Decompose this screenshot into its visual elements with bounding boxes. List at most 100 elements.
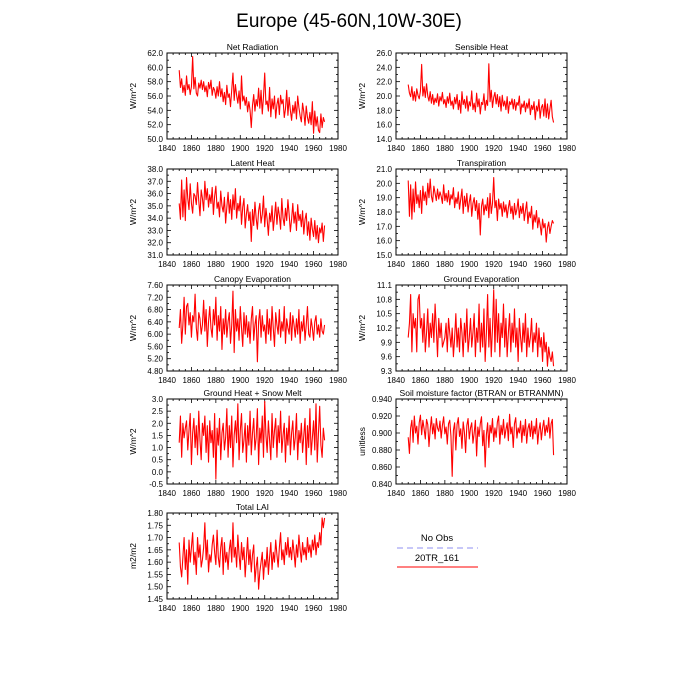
x-tick-label: 1880	[436, 260, 454, 269]
y-tick-label: 50.0	[147, 135, 163, 144]
x-tick-label: 1900	[460, 376, 478, 385]
y-tick-label: 36.0	[147, 190, 163, 199]
series-line-20tr-161	[178, 290, 326, 363]
y-tick-label: 0.840	[372, 480, 393, 489]
x-tick-label: 1940	[509, 144, 527, 153]
x-tick-label: 1860	[412, 260, 430, 269]
x-tick-label: 1860	[412, 489, 430, 498]
x-tick-label: 1940	[280, 604, 298, 613]
x-tick-label: 1980	[329, 604, 347, 613]
x-tick-label: 1860	[412, 144, 430, 153]
y-tick-label: 9.3	[381, 367, 393, 376]
y-tick-label: 5.20	[147, 355, 163, 364]
y-tick-label: 2.5	[152, 407, 164, 416]
x-tick-label: 1900	[231, 260, 249, 269]
panel-title: Soil moisture factor (BTRAN or BTRANMN)	[400, 388, 564, 398]
x-tick-label: 1920	[485, 144, 503, 153]
x-tick-label: 1980	[558, 376, 576, 385]
y-axis-label: W/m^2	[357, 315, 367, 341]
y-tick-label: 4.80	[147, 367, 163, 376]
series-line-20tr-161	[178, 517, 326, 590]
y-tick-label: 7.60	[147, 281, 163, 290]
x-tick-label: 1840	[158, 376, 176, 385]
y-axis-label: W/m^2	[128, 83, 138, 109]
y-tick-label: 22.0	[376, 78, 392, 87]
y-tick-label: 16.0	[376, 121, 392, 130]
x-tick-label: 1860	[183, 260, 201, 269]
x-tick-label: 1920	[256, 376, 274, 385]
y-tick-label: 10.5	[376, 310, 392, 319]
x-tick-label: 1940	[509, 376, 527, 385]
panel-transpiration: Transpiration W/m^2 1840 1860 1880 1900 1920 19…	[357, 158, 576, 269]
panel-title: Latent Heat	[231, 158, 276, 168]
y-tick-label: 58.0	[147, 78, 163, 87]
y-tick-label: 1.45	[147, 595, 163, 604]
series-line-20tr-161	[407, 289, 555, 367]
panel-ground-heat-snow-melt: Ground Heat + Snow Melt W/m^2 1840 1860 1880…	[128, 388, 347, 498]
y-tick-label: 5.60	[147, 342, 163, 351]
x-tick-label: 1960	[534, 376, 552, 385]
panel-canopy-evaporation: Canopy Evaporation W/m^2 1840 1860 1880 1900 1…	[128, 274, 347, 385]
y-tick-label: 60.0	[147, 63, 163, 72]
x-tick-label: 1900	[231, 489, 249, 498]
y-tick-label: 1.5	[152, 431, 164, 440]
panel-net-radiation: Net Radiation W/m^2 1840 1860 1880 1900 1920 19…	[128, 42, 347, 153]
x-tick-label: 1980	[558, 144, 576, 153]
y-tick-label: 9.9	[381, 338, 393, 347]
x-tick-label: 1880	[436, 489, 454, 498]
y-tick-label: 0.900	[372, 429, 393, 438]
y-tick-label: 20.0	[376, 179, 392, 188]
y-axis-label: W/m^2	[357, 199, 367, 225]
x-tick-label: 1880	[207, 260, 225, 269]
x-tick-label: 1960	[305, 376, 323, 385]
x-tick-label: 1940	[280, 260, 298, 269]
y-tick-label: 24.0	[376, 63, 392, 72]
x-tick-label: 1840	[158, 604, 176, 613]
panel-title: Canopy Evaporation	[214, 274, 291, 284]
y-axis-label: W/m^2	[128, 199, 138, 225]
series-line-20tr-161	[178, 400, 326, 480]
y-axis-label: W/m^2	[357, 83, 367, 109]
x-tick-label: 1880	[207, 489, 225, 498]
x-tick-label: 1900	[460, 260, 478, 269]
y-tick-label: 15.0	[376, 251, 392, 260]
y-tick-label: 0.5	[152, 456, 164, 465]
y-tick-label: 1.70	[147, 534, 163, 543]
x-tick-label: 1940	[280, 489, 298, 498]
x-tick-label: 1920	[485, 376, 503, 385]
x-tick-label: 1980	[329, 144, 347, 153]
x-tick-label: 1980	[558, 260, 576, 269]
x-tick-label: 1860	[183, 604, 201, 613]
x-tick-label: 1960	[305, 489, 323, 498]
series-line-20tr-161	[178, 177, 326, 244]
x-tick-label: 1880	[436, 376, 454, 385]
x-tick-label: 1960	[534, 144, 552, 153]
x-tick-label: 1900	[231, 144, 249, 153]
y-tick-label: 20.0	[376, 92, 392, 101]
x-tick-label: 1960	[305, 144, 323, 153]
x-tick-label: 1840	[158, 144, 176, 153]
x-tick-label: 1980	[329, 489, 347, 498]
x-tick-label: 1860	[183, 144, 201, 153]
x-tick-label: 1880	[207, 376, 225, 385]
x-tick-label: 1840	[387, 489, 405, 498]
y-tick-label: 35.0	[147, 202, 163, 211]
x-tick-label: 1880	[436, 144, 454, 153]
x-tick-label: 1960	[305, 260, 323, 269]
y-tick-label: 34.0	[147, 214, 163, 223]
x-tick-label: 1840	[387, 260, 405, 269]
panel-title: Net Radiation	[227, 42, 279, 52]
y-tick-label: 52.0	[147, 121, 163, 130]
figure-title: Europe (45-60N,10W-30E)	[236, 11, 462, 32]
y-tick-label: 9.6	[381, 353, 393, 362]
y-axis-label: W/m^2	[128, 428, 138, 454]
y-tick-label: 6.80	[147, 306, 163, 315]
y-tick-label: 1.65	[147, 546, 163, 555]
x-tick-label: 1900	[460, 489, 478, 498]
panel-sensible-heat: Sensible Heat W/m^2 1840 1860 1880 1900 1920 19…	[357, 42, 576, 153]
x-tick-label: 1980	[558, 489, 576, 498]
panel-latent-heat: Latent Heat W/m^2 1840 1860 1880 1900 1920 1940…	[128, 158, 347, 269]
x-tick-label: 1880	[207, 604, 225, 613]
y-tick-label: 10.2	[376, 324, 392, 333]
